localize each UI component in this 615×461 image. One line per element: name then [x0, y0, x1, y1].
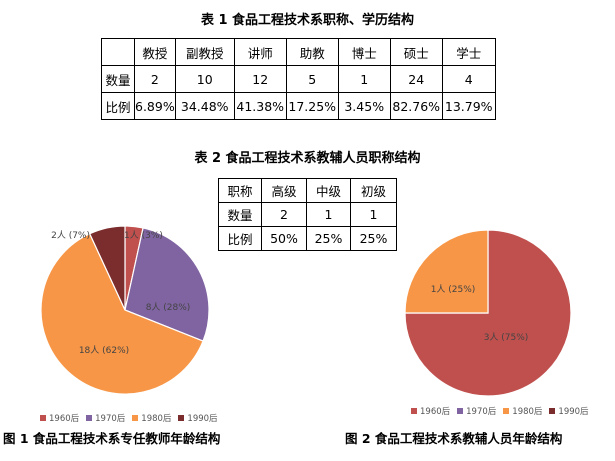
legend-label: 1990后	[187, 414, 218, 424]
table1-header: 教授	[134, 38, 176, 66]
figure2-caption: 图 2 食品工程技术系教辅人员年龄结构	[345, 431, 563, 446]
legend-item: 1960后	[40, 412, 79, 424]
pie2-slice-0	[404, 229, 572, 397]
table2-cell: 25%	[306, 226, 351, 251]
table2-cell: 1	[350, 202, 397, 227]
legend-swatch	[40, 415, 46, 421]
legend-item: 1980后	[132, 412, 171, 424]
table1-cell: 1	[337, 65, 391, 93]
legend-label: 1970后	[95, 414, 126, 424]
pie2-data-label: 1人 (25%)	[431, 284, 476, 295]
table1-cell: 82.76%	[389, 92, 443, 120]
table1-cell: 13.79%	[441, 92, 496, 120]
legend-item: 1970后	[457, 405, 496, 417]
pie1-data-label: 8人 (28%)	[146, 302, 191, 313]
legend-label: 1970后	[466, 407, 497, 417]
legend-swatch	[457, 408, 464, 414]
pie2-slice-2	[404, 229, 489, 314]
figure1-caption: 图 1 食品工程技术系专任教师年龄结构	[3, 431, 221, 446]
pie1-slice-3	[88, 225, 126, 311]
table2-cell: 25%	[350, 226, 397, 251]
table1-title: 表 1 食品工程技术系职称、学历结构	[200, 13, 415, 28]
table1-cell: 17.25%	[285, 92, 339, 120]
table1-cell: 24	[389, 65, 443, 93]
legend-item: 1990后	[549, 405, 589, 417]
table1-corner	[101, 38, 135, 66]
table1-cell: 3.45%	[337, 92, 391, 120]
legend-item: 1980后	[503, 405, 542, 417]
legend-item: 1990后	[178, 412, 218, 424]
legend-swatch	[549, 408, 556, 414]
pie1-data-label: 2人 (7%)	[51, 230, 90, 241]
pie1-data-label: 18人 (62%)	[79, 345, 129, 356]
legend-swatch	[86, 415, 93, 421]
table1-header: 学士	[441, 38, 496, 66]
table2: 职称 高级 中级 初级 数量 2 1 1 比例 50% 25% 25%	[218, 178, 397, 251]
legend-swatch	[132, 415, 139, 421]
pie2-legend: 1960后 1970后 1980后 1990后	[411, 405, 589, 417]
pie2-data-label: 3人 (75%)	[484, 332, 529, 343]
pie1-slice-1	[124, 227, 210, 342]
pie1-slice-2	[40, 232, 204, 395]
legend-label: 1990后	[558, 407, 589, 417]
legend-swatch	[503, 408, 510, 414]
table1-cell: 6.89%	[134, 92, 176, 120]
table1-header: 讲师	[233, 38, 287, 66]
legend-label: 1960后	[420, 407, 451, 417]
legend-label: 1980后	[141, 414, 172, 424]
legend-swatch	[411, 408, 417, 414]
legend-item: 1960后	[411, 405, 450, 417]
legend-swatch	[178, 415, 185, 421]
table1: 教授 副教授 讲师 助教 博士 硕士 学士 数量 2 10 12 5 1 24 …	[101, 38, 496, 120]
legend-item: 1970后	[86, 412, 125, 424]
pie1-data-label: 1人 (3%)	[124, 230, 163, 241]
table2-header: 初级	[350, 178, 397, 203]
table2-row-label: 比例	[218, 226, 262, 251]
table2-title: 表 2 食品工程技术系教辅人员职称结构	[194, 151, 421, 166]
legend-label: 1980后	[512, 407, 543, 417]
table1-header: 硕士	[389, 38, 443, 66]
table1-cell: 41.38%	[233, 92, 287, 120]
table1-cell: 2	[134, 65, 176, 93]
pie1-legend: 1960后 1970后 1980后 1990后	[40, 412, 218, 424]
table1-row-label: 数量	[101, 65, 135, 93]
legend-label: 1960后	[49, 414, 80, 424]
table1-row-label: 比例	[101, 92, 135, 120]
